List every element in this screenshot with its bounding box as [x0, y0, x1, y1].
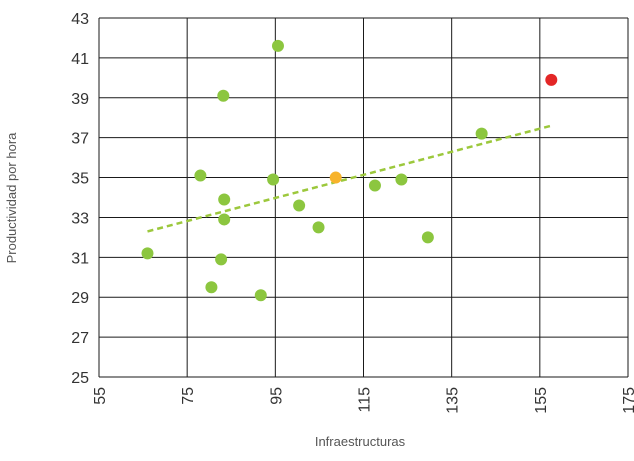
x-tick-label: 55	[92, 387, 109, 405]
y-tick-label: 39	[71, 91, 89, 108]
data-point	[312, 221, 325, 234]
x-tick-label: 135	[445, 387, 462, 414]
grid	[98, 17, 629, 378]
data-point	[215, 253, 228, 266]
data-point	[218, 193, 231, 206]
data-point	[475, 127, 488, 140]
y-tick-label: 41	[71, 51, 89, 68]
data-point	[271, 39, 284, 52]
data-point	[293, 199, 306, 212]
y-tick-label: 37	[71, 131, 89, 148]
x-tick-label: 95	[268, 387, 285, 405]
y-tick-label: 43	[71, 11, 89, 28]
x-tick-labels: 55 75 95 115 135 155 175	[92, 387, 634, 414]
data-point	[218, 213, 231, 226]
y-tick-label: 35	[71, 171, 89, 188]
trendline	[147, 124, 552, 233]
data-point	[194, 169, 207, 182]
data-point	[141, 247, 154, 260]
data-point-highlight-orange	[329, 171, 342, 184]
x-tick-label: 175	[621, 387, 634, 414]
y-tick-label: 29	[71, 290, 89, 307]
data-point	[205, 281, 218, 294]
points-group	[141, 39, 558, 302]
y-tick-label: 25	[71, 370, 89, 387]
y-axis-title: Productividad por hora	[4, 132, 19, 264]
data-point	[254, 289, 267, 302]
data-point-highlight-red	[545, 73, 558, 86]
y-tick-label: 31	[71, 250, 89, 267]
x-tick-label: 75	[180, 387, 197, 405]
data-point	[217, 89, 230, 102]
y-tick-label: 27	[71, 330, 89, 347]
x-axis-title: Infraestructuras	[315, 434, 406, 449]
data-point	[395, 173, 408, 186]
y-tick-label: 33	[71, 210, 89, 227]
data-point	[421, 231, 434, 244]
y-tick-labels: 25 27 29 31 33 35 37 39 41 43	[71, 11, 89, 387]
x-tick-label: 115	[357, 387, 374, 413]
trendline-group	[147, 124, 552, 233]
x-tick-label: 155	[533, 387, 550, 414]
data-point	[267, 173, 280, 186]
data-point	[368, 179, 381, 192]
